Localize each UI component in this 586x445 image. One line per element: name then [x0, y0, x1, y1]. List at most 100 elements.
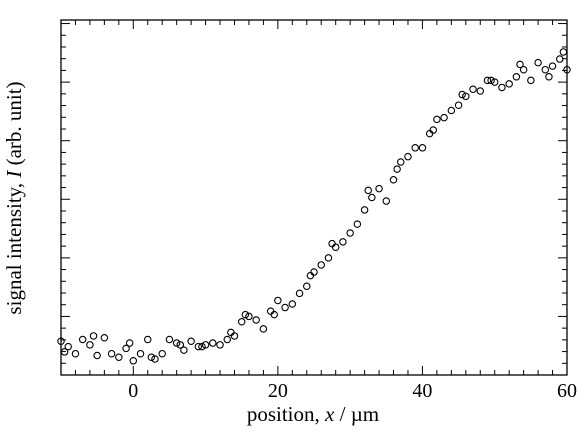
- data-point: [125, 339, 134, 347]
- data-point: [241, 310, 250, 319]
- data-point: [129, 357, 138, 365]
- data-point: [458, 90, 466, 99]
- data-point: [346, 229, 354, 237]
- data-point: [100, 333, 109, 342]
- data-point: [411, 144, 419, 152]
- data-point: [245, 312, 253, 321]
- data-point: [306, 271, 315, 280]
- data-point: [270, 310, 278, 319]
- data-point: [541, 65, 550, 74]
- data-point: [364, 186, 372, 195]
- data-point: [487, 76, 495, 85]
- data-point: [512, 73, 521, 81]
- data-point: [339, 238, 347, 246]
- data-point: [462, 92, 470, 101]
- data-point: [223, 335, 232, 344]
- data-point: [295, 289, 304, 298]
- data-point: [563, 65, 571, 74]
- data-point: [136, 349, 145, 358]
- x-tick-label: 40: [412, 380, 432, 402]
- data-point: [107, 349, 116, 358]
- data-point: [519, 65, 528, 74]
- data-point: [172, 339, 181, 347]
- data-point: [433, 115, 441, 124]
- data-point: [216, 341, 224, 349]
- plot-frame: [60, 19, 568, 376]
- data-point: [353, 220, 362, 228]
- data-point: [122, 344, 130, 353]
- x-tick-label: 20: [268, 380, 288, 402]
- data-point: [425, 129, 434, 138]
- data-point: [158, 349, 166, 358]
- data-point: [60, 348, 69, 356]
- data-point: [324, 254, 333, 262]
- data-point: [382, 197, 391, 205]
- tick-marks-group: [60, 20, 568, 376]
- data-point: [469, 85, 477, 93]
- x-tick-label: 60: [557, 380, 577, 402]
- data-point: [252, 316, 260, 324]
- data-point: [505, 80, 513, 88]
- data-point: [115, 353, 123, 361]
- data-points-group: [57, 48, 571, 365]
- data-point: [57, 337, 65, 346]
- data-point: [201, 341, 210, 349]
- x-tick-label: 0: [128, 380, 138, 402]
- x-axis-label: position, x / µm: [247, 402, 379, 426]
- data-point: [490, 78, 499, 86]
- data-point: [303, 282, 311, 290]
- data-point: [151, 355, 159, 363]
- data-point: [476, 87, 485, 95]
- data-point: [429, 126, 438, 134]
- data-point: [440, 113, 448, 122]
- data-point: [266, 307, 275, 315]
- data-point: [396, 158, 405, 166]
- data-point: [404, 152, 412, 161]
- data-point: [516, 60, 524, 69]
- data-point: [165, 335, 174, 344]
- data-point: [237, 317, 246, 326]
- data-point: [393, 165, 401, 173]
- data-point: [143, 335, 152, 344]
- data-point: [310, 268, 318, 276]
- data-point: [375, 184, 383, 193]
- data-point: [368, 193, 376, 202]
- data-point: [328, 239, 336, 248]
- data-point: [147, 353, 156, 361]
- data-point: [556, 55, 564, 63]
- data-point: [559, 48, 568, 56]
- data-point: [274, 296, 282, 305]
- data-point: [198, 342, 206, 351]
- data-point: [71, 349, 80, 358]
- data-point: [498, 83, 506, 92]
- data-point: [259, 325, 268, 333]
- data-point: [180, 346, 188, 354]
- data-point: [281, 303, 289, 312]
- data-point: [454, 101, 463, 109]
- data-point: [78, 335, 87, 344]
- data-point: [176, 341, 185, 349]
- data-point: [317, 261, 325, 269]
- data-point: [545, 73, 553, 81]
- plot-frame-group: [60, 19, 568, 376]
- data-point: [93, 351, 101, 360]
- data-point: [89, 332, 98, 340]
- data-point: [527, 76, 535, 85]
- data-point: [331, 243, 340, 251]
- data-point: [194, 342, 203, 351]
- data-point: [187, 337, 195, 346]
- data-point: [86, 341, 94, 349]
- data-point: [227, 328, 235, 337]
- data-point: [288, 300, 297, 308]
- data-point: [483, 76, 492, 85]
- tick-labels-group: 0 20 40 60: [128, 380, 577, 402]
- data-point: [209, 339, 217, 347]
- data-point: [534, 58, 542, 67]
- data-point: [360, 206, 369, 214]
- data-point: [389, 176, 398, 184]
- data-point: [548, 62, 557, 70]
- data-point: [230, 332, 239, 340]
- data-point: [447, 106, 456, 115]
